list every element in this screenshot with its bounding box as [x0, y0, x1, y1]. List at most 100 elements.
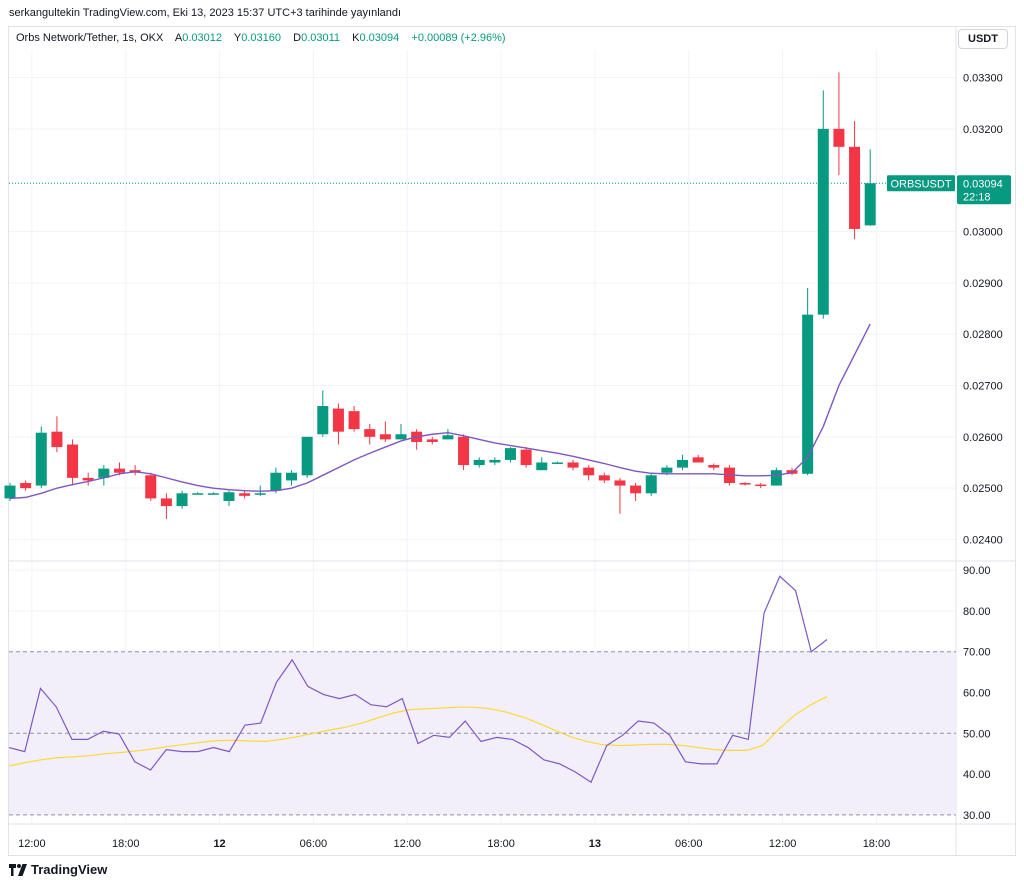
candle: [536, 457, 548, 471]
candle: [583, 465, 595, 481]
candle: [817, 90, 829, 319]
price-tag-value-box: [957, 175, 1011, 205]
candle-body: [317, 406, 329, 435]
candle: [239, 490, 251, 499]
candle: [332, 403, 344, 445]
candle: [442, 429, 454, 440]
candle-body: [739, 483, 751, 485]
candle-body: [113, 468, 125, 473]
tradingview-logo[interactable]: TradingView: [9, 862, 107, 877]
candle-body: [677, 459, 689, 468]
candle-body: [207, 493, 219, 495]
candle-body: [817, 128, 829, 315]
candle: [770, 467, 782, 486]
candle-body: [160, 498, 172, 507]
candle-body: [645, 475, 657, 494]
ohlc-value-open: 0.03012: [182, 32, 222, 44]
price-tick-label: 0.02900: [963, 278, 1003, 290]
ohlc-key-open: A: [174, 32, 183, 44]
candle: [864, 149, 876, 226]
candle: [489, 457, 501, 466]
candle: [82, 472, 94, 486]
candle: [630, 483, 642, 501]
candle-body: [82, 477, 94, 481]
ohlc-key-low: D: [293, 32, 302, 44]
chart-panel[interactable]: [8, 26, 1016, 856]
candle-body: [379, 434, 391, 440]
candle: [473, 457, 485, 468]
candle: [51, 416, 63, 453]
price-tag-symbol: ORBSUSDT: [890, 178, 951, 190]
publish-info: serkangultekin TradingView.com, Eki 13, …: [9, 7, 402, 19]
candle: [379, 421, 391, 442]
candle-body: [489, 459, 501, 463]
candle-body: [598, 475, 610, 481]
candle-body: [755, 484, 767, 487]
price-change: +0.00089 (+2.96%): [411, 32, 506, 44]
candle: [739, 481, 751, 486]
candle-body: [145, 475, 157, 499]
time-tick-label: 06:00: [675, 838, 703, 850]
candle: [364, 423, 376, 445]
candle: [176, 490, 188, 509]
candle: [223, 490, 235, 507]
candle: [270, 467, 282, 494]
candle-body: [98, 468, 110, 478]
ohlc-key-close: K: [352, 32, 360, 44]
candle-body: [442, 435, 454, 440]
price-tick-label: 0.03200: [963, 124, 1003, 136]
ohlc-value-low: 0.03011: [301, 32, 341, 44]
candle-body: [426, 439, 438, 442]
moving-average-line: [9, 323, 871, 500]
ohlc-value-close: 0.03094: [359, 32, 400, 44]
candle: [129, 465, 141, 476]
rsi-tick-label: 90.00: [963, 565, 991, 577]
candle: [192, 492, 204, 495]
candle-body: [536, 462, 548, 471]
time-tick-label: 13: [589, 838, 601, 850]
candle: [598, 472, 610, 484]
time-tick-label: 18:00: [487, 838, 515, 850]
price-tag-symbol-box: [887, 175, 955, 192]
candle: [551, 461, 563, 464]
candle: [458, 434, 470, 471]
candle-body: [520, 449, 532, 466]
price-tick-label: 0.02700: [963, 380, 1003, 392]
candle: [20, 480, 32, 491]
time-tick-label: 12:00: [769, 838, 797, 850]
candle: [286, 470, 298, 486]
candle: [348, 406, 360, 432]
symbol-title[interactable]: Orbs Network/Tether, 1s, OKX: [16, 32, 164, 44]
candle: [567, 459, 579, 471]
rsi-tick-label: 50.00: [963, 728, 991, 740]
rsi-tick-label: 40.00: [963, 769, 991, 781]
candle-body: [708, 465, 720, 468]
rsi-tick-label: 60.00: [963, 688, 991, 700]
price-tick-label: 0.03000: [963, 227, 1003, 239]
price-tick-label: 0.02600: [963, 432, 1003, 444]
candle-body: [286, 472, 298, 481]
candle-body: [301, 436, 313, 476]
candle: [411, 429, 423, 450]
candle-body: [51, 431, 63, 448]
tradingview-logo-icon: [9, 863, 27, 876]
candle: [802, 287, 814, 476]
candle-body: [239, 493, 251, 496]
currency-button[interactable]: USDT: [958, 29, 1008, 49]
candle: [692, 454, 704, 463]
candle-body: [223, 492, 235, 501]
candle: [755, 483, 767, 489]
candle: [317, 390, 329, 437]
candle: [833, 72, 845, 176]
candle-body: [770, 470, 782, 486]
candle: [160, 493, 172, 519]
candle-body: [395, 434, 407, 440]
rsi-tick-label: 80.00: [963, 606, 991, 618]
candle: [520, 447, 532, 468]
ohlc-value-high: 0.03160: [241, 32, 281, 44]
candle: [849, 121, 861, 240]
candle: [207, 492, 219, 495]
